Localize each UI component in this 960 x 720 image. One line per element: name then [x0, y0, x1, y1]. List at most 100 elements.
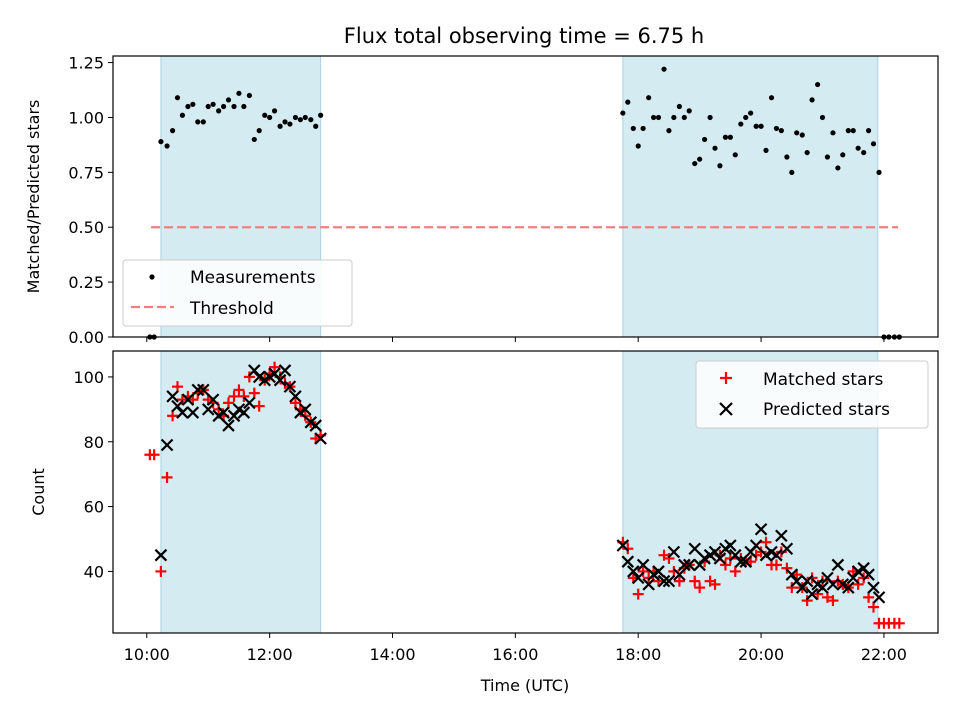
measurement-point — [640, 125, 646, 132]
predicted-star-stroke — [191, 383, 205, 397]
count-y-tick-label: 60 — [84, 498, 104, 517]
predicted-star-point — [636, 558, 650, 572]
measurement-point — [200, 119, 206, 125]
predicted-star-point — [724, 539, 737, 552]
measurement-point — [236, 90, 242, 96]
predicted-star-stroke — [708, 545, 722, 559]
ratio-y-tick-label: 0.00 — [68, 328, 104, 347]
measurement-point — [297, 117, 303, 123]
predicted-star-point — [289, 390, 302, 403]
predicted-star-point — [673, 568, 686, 581]
predicted-star-point — [800, 574, 814, 588]
measurement-points — [147, 66, 902, 340]
predicted-star-stroke — [309, 419, 322, 432]
matched-star-point — [812, 588, 824, 600]
measurement-point — [712, 145, 718, 151]
predicted-star-stroke — [765, 545, 778, 559]
measurement-point — [620, 110, 626, 116]
predicted-star-stroke — [770, 548, 783, 562]
measurement-point — [225, 97, 232, 103]
predicted-star-stroke — [298, 403, 312, 416]
measurement-point — [318, 112, 324, 118]
chart-title: Flux total observing time = 6.75 h — [344, 24, 704, 48]
predicted-star-point — [713, 552, 727, 565]
measurement-point — [855, 145, 861, 151]
legend-measurements-label: Measurements — [190, 268, 316, 288]
predicted-star-stroke — [775, 529, 788, 543]
predicted-star-stroke — [872, 591, 886, 604]
measurement-point — [256, 128, 262, 134]
predicted-star-point — [826, 578, 840, 591]
predicted-star-stroke — [724, 539, 737, 552]
predicted-star-stroke — [252, 370, 266, 384]
predicted-star-stroke — [862, 568, 875, 581]
predicted-star-point — [227, 409, 241, 423]
matched-star-point — [228, 390, 240, 402]
legend-predicted-marker — [719, 402, 733, 416]
measurement-point — [313, 123, 319, 129]
predicted-star-stroke — [273, 373, 287, 387]
predicted-star-point — [708, 545, 722, 559]
predicted-star-point — [693, 558, 706, 572]
y-axis-count: 40 60 80 100 — [73, 368, 113, 581]
count-y-tick-label: 40 — [84, 562, 104, 581]
predicted-star-point — [166, 390, 179, 403]
predicted-star-stroke — [790, 574, 803, 588]
predicted-star-stroke — [289, 390, 302, 403]
time-x-tick-label: 22:00 — [861, 645, 907, 664]
measurement-point — [308, 117, 314, 123]
measurement-point — [676, 103, 682, 110]
measurement-point — [216, 108, 222, 114]
predicted-star-point — [176, 406, 189, 419]
predicted-star-stroke — [642, 578, 655, 591]
matched-star-point — [673, 575, 685, 587]
predicted-star-point — [248, 364, 261, 377]
count-panel-frame — [112, 350, 939, 634]
predicted-star-stroke — [800, 574, 814, 588]
predicted-star-point — [667, 545, 681, 559]
predicted-star-point — [831, 558, 845, 572]
measurement-point — [190, 101, 196, 107]
measurement-point — [865, 128, 872, 134]
measurement-point — [174, 95, 181, 101]
predicted-star-point — [222, 419, 235, 432]
measurement-point — [778, 128, 784, 134]
measurement-point — [794, 130, 800, 136]
time-x-tick-label: 10:00 — [124, 645, 170, 664]
predicted-star-stroke — [657, 574, 671, 588]
predicted-star-stroke — [739, 555, 753, 568]
legend-predicted-label: Predicted stars — [763, 400, 890, 420]
predicted-star-point — [739, 555, 753, 568]
predicted-star-point — [273, 373, 287, 387]
predicted-star-point — [243, 396, 256, 410]
predicted-star-point — [795, 581, 809, 594]
predicted-star-point — [862, 568, 875, 581]
predicted-star-stroke — [278, 364, 292, 377]
predicted-star-point — [197, 383, 210, 397]
predicted-star-stroke — [785, 568, 799, 581]
predicted-star-point — [191, 383, 205, 397]
predicted-star-stroke — [283, 380, 297, 393]
legend-measurement-marker — [149, 274, 155, 280]
predicted-star-points — [154, 364, 886, 604]
measurement-point — [302, 114, 308, 121]
time-x-tick-label: 18:00 — [615, 645, 661, 664]
predicted-star-stroke — [673, 568, 686, 581]
predicted-star-stroke — [857, 561, 870, 575]
predicted-star-stroke — [795, 581, 809, 594]
measurement-point — [763, 147, 769, 153]
measurement-point — [292, 114, 299, 121]
predicted-star-point — [283, 380, 297, 393]
measurement-point — [738, 121, 744, 127]
predicted-star-stroke — [171, 399, 184, 413]
measurement-point — [246, 92, 252, 99]
count-panel: 40 60 80 100 10:00 12:00 14:00 16:00 18:00 20:00… — [29, 350, 939, 695]
predicted-star-stroke — [616, 539, 630, 552]
ratio-y-tick-label: 1.25 — [68, 54, 104, 73]
measurement-point — [210, 101, 216, 107]
measurement-point — [277, 123, 283, 129]
matched-star-point — [760, 536, 772, 548]
count-y-tick-label: 80 — [84, 433, 104, 452]
matched-star-point — [632, 588, 644, 600]
predicted-star-stroke — [816, 581, 829, 594]
